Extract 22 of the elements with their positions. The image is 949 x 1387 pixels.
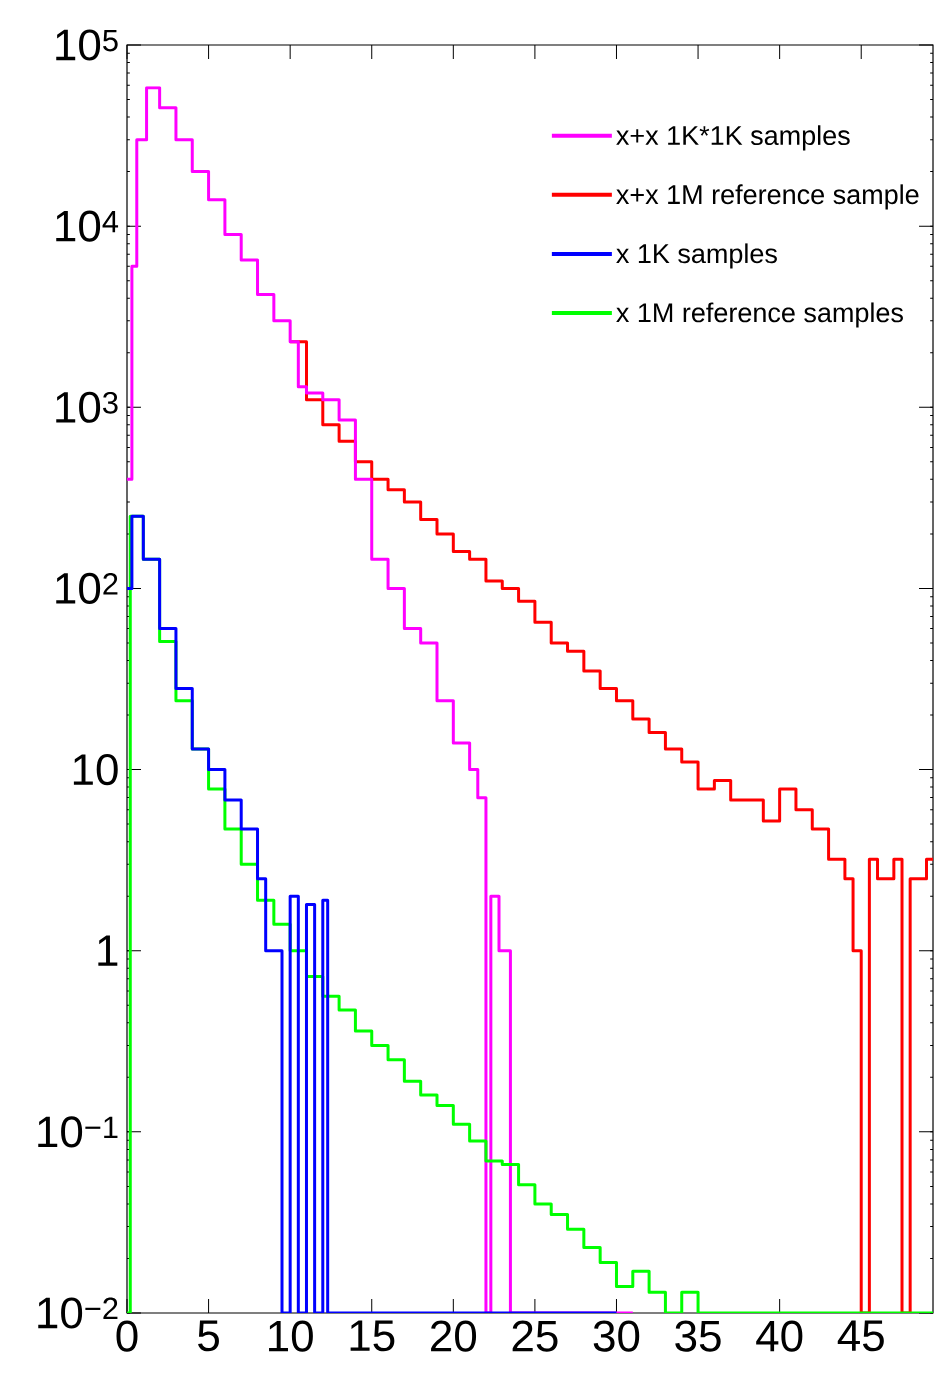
- x-tick-label: 25: [512, 1320, 558, 1352]
- y-tick-label: 10$^{2}$: [56, 572, 118, 604]
- y-tick-label: 10$^{−1}$: [38, 1116, 118, 1148]
- x-tick-label: 15: [350, 1320, 395, 1352]
- legend-label: x+x 1M reference sample: [616, 184, 919, 210]
- y-tick-label: 10$^{−2}$: [38, 1297, 118, 1329]
- x-tick-label: 0: [116, 1320, 138, 1352]
- x-tick-label: 5: [198, 1320, 219, 1352]
- legend-label: x+x 1K*1K samples: [616, 125, 850, 151]
- y-tick-label: 1: [98, 935, 118, 966]
- x-tick-label: 40: [756, 1320, 803, 1352]
- y-tick-label: 10$^{4}$: [56, 210, 119, 242]
- x-tick-label: 30: [593, 1320, 640, 1352]
- y-tick-label: 10$^{5}$: [56, 29, 118, 61]
- x-tick-label: 10: [269, 1320, 313, 1352]
- y-tick-label: 10: [73, 753, 118, 786]
- x-tick-label: 20: [431, 1320, 477, 1352]
- legend-label: x 1M reference samples: [616, 302, 903, 328]
- x-tick-label: 35: [675, 1320, 721, 1352]
- legend-label: x 1K samples: [616, 243, 777, 269]
- x-tick-label: 45: [837, 1320, 884, 1352]
- y-tick-label: 10$^{3}$: [56, 391, 118, 423]
